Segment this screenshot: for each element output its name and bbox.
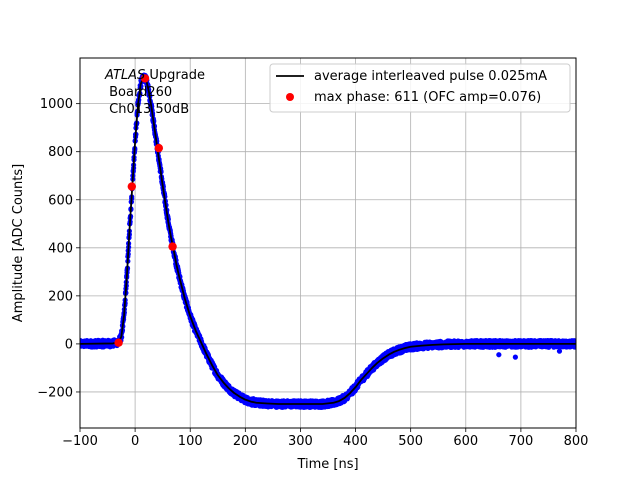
max-phase-point (168, 242, 177, 251)
data-layer (80, 72, 576, 410)
outlier-point (512, 354, 518, 360)
x-axis-ticks: −100 0 100 200 300 400 500 600 700 800 (62, 428, 588, 449)
x-tick-label: −100 (62, 434, 98, 449)
max-phase-point (114, 338, 123, 347)
x-tick-label: 600 (453, 434, 478, 449)
y-tick-label: 800 (48, 145, 73, 160)
annotation-line-2: Board260 (105, 85, 172, 100)
legend-marker-swatch (286, 93, 294, 101)
max-phase-point (127, 182, 137, 191)
plot-frame (79, 57, 577, 429)
legend-label-average-pulse: average interleaved pulse 0.025mA (314, 69, 547, 84)
x-tick-label: 800 (564, 434, 589, 449)
y-tick-label: 1000 (40, 97, 73, 112)
annotation-atlas: ATLAS (104, 68, 145, 83)
plot-area (80, 58, 576, 428)
x-tick-label: 200 (233, 434, 258, 449)
y-axis-ticks: −200 0 200 400 600 800 1000 (37, 97, 80, 400)
legend: average interleaved pulse 0.025mA max ph… (269, 63, 571, 113)
y-tick-label: 600 (48, 193, 73, 208)
annotation-line-1: ATLAS Upgrade (104, 68, 205, 83)
x-axis-label: Time [ns] (296, 457, 358, 472)
outlier-point (556, 348, 563, 354)
x-tick-label: 0 (131, 434, 139, 449)
x-tick-label: 300 (288, 434, 313, 449)
y-tick-label: 400 (48, 241, 73, 256)
annotation: ATLAS Upgrade Board260 Ch013 50dB (104, 68, 205, 117)
annotation-upgrade: Upgrade (145, 68, 205, 83)
legend-box (269, 63, 571, 113)
x-tick-label: 700 (508, 434, 533, 449)
annotation-line-3: Ch013 50dB (105, 102, 189, 117)
y-axis-label: Amplitude [ADC Counts] (11, 164, 26, 322)
y-tick-label: −200 (37, 385, 73, 400)
y-tick-label: 200 (48, 289, 73, 304)
legend-label-max-phase: max phase: 611 (OFC amp=0.076) (314, 90, 541, 105)
max-phase-point (140, 74, 150, 83)
outlier-point (496, 352, 502, 358)
x-tick-label: 400 (343, 434, 368, 449)
x-tick-label: 100 (178, 434, 203, 449)
max-phase-point (154, 143, 164, 153)
x-tick-label: 500 (398, 434, 423, 449)
y-tick-label: 0 (65, 337, 73, 352)
